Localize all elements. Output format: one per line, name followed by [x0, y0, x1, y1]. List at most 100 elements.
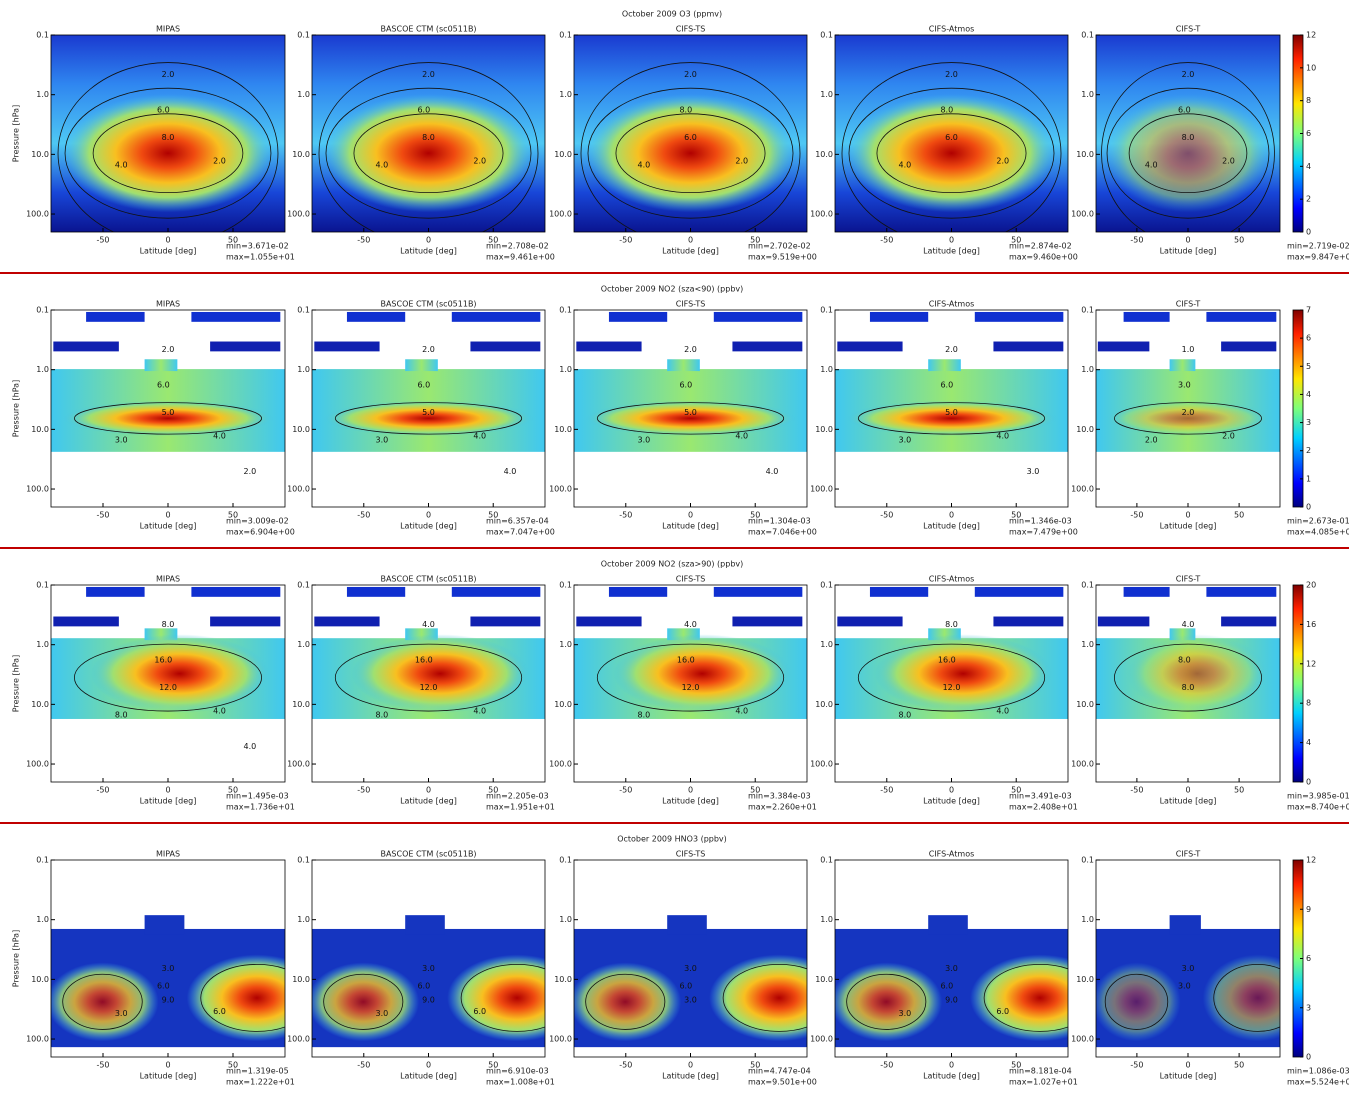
stat-label: max=7.046e+00	[748, 528, 817, 537]
heatmap	[574, 586, 807, 719]
field-core	[585, 400, 796, 437]
contour-label: 6.0	[940, 982, 953, 991]
x-axis-label: Latitude [deg]	[140, 797, 197, 806]
contour-label: 4.0	[473, 707, 486, 716]
y-tick-label: 100.0	[1071, 760, 1094, 769]
field	[928, 359, 961, 372]
contour-label: 3.0	[376, 436, 389, 445]
heatmap	[574, 311, 807, 452]
y-tick-label: 100.0	[287, 485, 310, 494]
x-tick-label: 0	[165, 236, 170, 245]
field-lobe	[447, 954, 545, 1042]
contour-label: 8.0	[162, 620, 175, 629]
field	[1169, 915, 1201, 935]
contour-label: 2.0	[1182, 408, 1195, 417]
x-tick-label: -50	[619, 511, 632, 520]
x-tick-label: -50	[880, 786, 893, 795]
contour-label: 9.0	[945, 995, 958, 1004]
contour-label: 2.0	[473, 157, 486, 166]
field-patch	[1221, 341, 1277, 352]
field-patch	[1097, 341, 1150, 352]
colorbar-tick-label: 2	[1306, 446, 1311, 455]
x-tick-label: 50	[750, 511, 760, 520]
colorbar-tick-label: 0	[1306, 1053, 1311, 1062]
contour-line	[596, 643, 785, 712]
field-patch	[1097, 616, 1150, 627]
contour-label: 8.0	[1182, 683, 1195, 692]
colorbar-tick-label: 2	[1306, 195, 1311, 204]
contour-label: 2.0	[422, 70, 435, 79]
colorbar-tick-label: 12	[1306, 856, 1316, 865]
y-tick-label: 10.0	[1076, 975, 1094, 984]
contour-line	[1101, 62, 1275, 232]
field-patch	[53, 341, 119, 352]
contour-label: 2.0	[244, 467, 257, 476]
x-tick-label: 50	[750, 786, 760, 795]
field-lobe	[835, 962, 943, 1042]
x-tick-label: 0	[688, 236, 693, 245]
stat-label: min=2.874e-02	[1009, 242, 1072, 251]
x-tick-label: -50	[357, 511, 370, 520]
contour-label: 12.0	[943, 683, 961, 692]
field-core	[874, 634, 1052, 714]
contour-label: 8.0	[899, 711, 912, 720]
y-tick-label: 100.0	[26, 1035, 49, 1044]
contour-label: 8.0	[422, 133, 435, 142]
panel-title: CIFS-TS	[676, 850, 706, 859]
field-patch	[713, 311, 803, 322]
contour-label: 4.0	[735, 707, 748, 716]
field	[667, 359, 700, 372]
contour-label: 2.0	[162, 345, 175, 354]
field	[928, 628, 961, 641]
colorbar-tick-label: 12	[1306, 31, 1316, 40]
field-core	[1105, 400, 1271, 437]
y-tick-label: 0.1	[559, 581, 572, 590]
contour-label: 5.0	[684, 408, 697, 417]
y-tick-label: 1.0	[1081, 640, 1094, 649]
y-tick-label: 0.1	[297, 581, 310, 590]
contour-label: 8.0	[638, 711, 651, 720]
contour-label: 6.0	[157, 380, 170, 389]
stat-label: min=3.985e-01	[1287, 792, 1349, 801]
stat-label: min=1.495e-03	[226, 792, 289, 801]
x-tick-label: 0	[1185, 1061, 1190, 1070]
panel-title: CIFS-Atmos	[929, 300, 975, 309]
colorbar	[1292, 309, 1304, 508]
contour-label: 2.0	[996, 157, 1009, 166]
contour-line	[722, 964, 807, 1032]
contour-label: 6.0	[157, 982, 170, 991]
field-patch	[346, 586, 406, 597]
y-tick-label: 10.0	[815, 700, 833, 709]
contour-label: 2.0	[213, 157, 226, 166]
field-core	[62, 400, 274, 437]
y-tick-label: 10.0	[554, 425, 572, 434]
contour-label: 8.0	[376, 711, 389, 720]
x-tick-label: 0	[426, 236, 431, 245]
contour-label: 8.0	[679, 105, 692, 114]
contour-label: 3.0	[115, 436, 128, 445]
field-patch	[993, 616, 1064, 627]
field-patch	[86, 311, 145, 322]
heatmap	[312, 915, 545, 1048]
colorbar-tick-label: 20	[1306, 581, 1316, 590]
y-tick-label: 1.0	[1081, 90, 1094, 99]
stat-label: max=7.047e+00	[486, 528, 555, 537]
field	[405, 359, 438, 372]
heatmap	[1096, 35, 1280, 232]
field-lobe	[970, 954, 1068, 1042]
field-lobe	[186, 954, 285, 1042]
x-tick-label: 50	[488, 786, 498, 795]
field-patch	[837, 616, 903, 627]
contour-line	[587, 87, 794, 219]
field-patch	[86, 586, 145, 597]
colorbar-tick-label: 4	[1306, 390, 1311, 399]
contour-line	[857, 402, 1046, 435]
stat-label: max=1.951e+01	[486, 803, 555, 812]
stat-label: max=6.904e+00	[226, 528, 295, 537]
row-title: October 2009 O3 (ppmv)	[622, 10, 722, 19]
contour-label: 6.0	[157, 105, 170, 114]
field-patch	[470, 616, 541, 627]
contour-line	[334, 643, 523, 712]
field-patch	[451, 586, 541, 597]
colorbar-tick-label: 3	[1306, 1003, 1311, 1012]
